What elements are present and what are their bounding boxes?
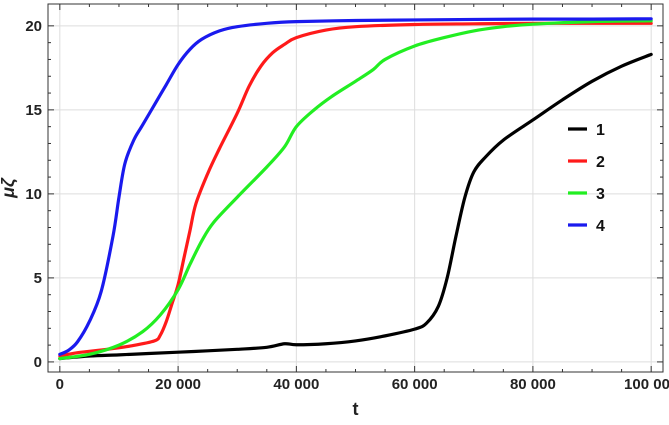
grid-lines bbox=[48, 4, 663, 372]
y-tick-label: 0 bbox=[34, 354, 42, 371]
legend-label-3: 3 bbox=[596, 186, 605, 203]
series-line-2 bbox=[58, 21, 653, 358]
series-line-4 bbox=[58, 17, 653, 356]
series-line-3 bbox=[58, 19, 653, 361]
y-tick-label: 10 bbox=[25, 186, 42, 203]
plot-frame bbox=[47, 3, 664, 373]
x-tick-label: 100 000 bbox=[624, 376, 669, 393]
x-tick-label: 0 bbox=[56, 376, 64, 393]
x-tick-label: 60 000 bbox=[392, 376, 438, 393]
x-tick-label: 20 000 bbox=[155, 376, 201, 393]
legend-label-4: 4 bbox=[596, 218, 605, 235]
legend-label-2: 2 bbox=[596, 154, 605, 171]
series-lines bbox=[58, 17, 653, 361]
y-tick-label: 20 bbox=[25, 18, 42, 35]
series-line-1 bbox=[58, 52, 653, 361]
x-axis-label: t bbox=[353, 399, 359, 419]
axis-ticks: 0 20 000 40 000 60 000 80 000 100 000 0 5 10 15 20 bbox=[25, 4, 669, 393]
legend-label-1: 1 bbox=[596, 122, 605, 139]
y-axis-label: μζ bbox=[0, 177, 19, 199]
legend: 1 2 3 4 bbox=[568, 122, 605, 235]
y-tick-label: 5 bbox=[34, 270, 42, 287]
y-tick-label: 15 bbox=[25, 102, 42, 119]
x-tick-label: 80 000 bbox=[510, 376, 556, 393]
x-tick-label: 40 000 bbox=[273, 376, 319, 393]
